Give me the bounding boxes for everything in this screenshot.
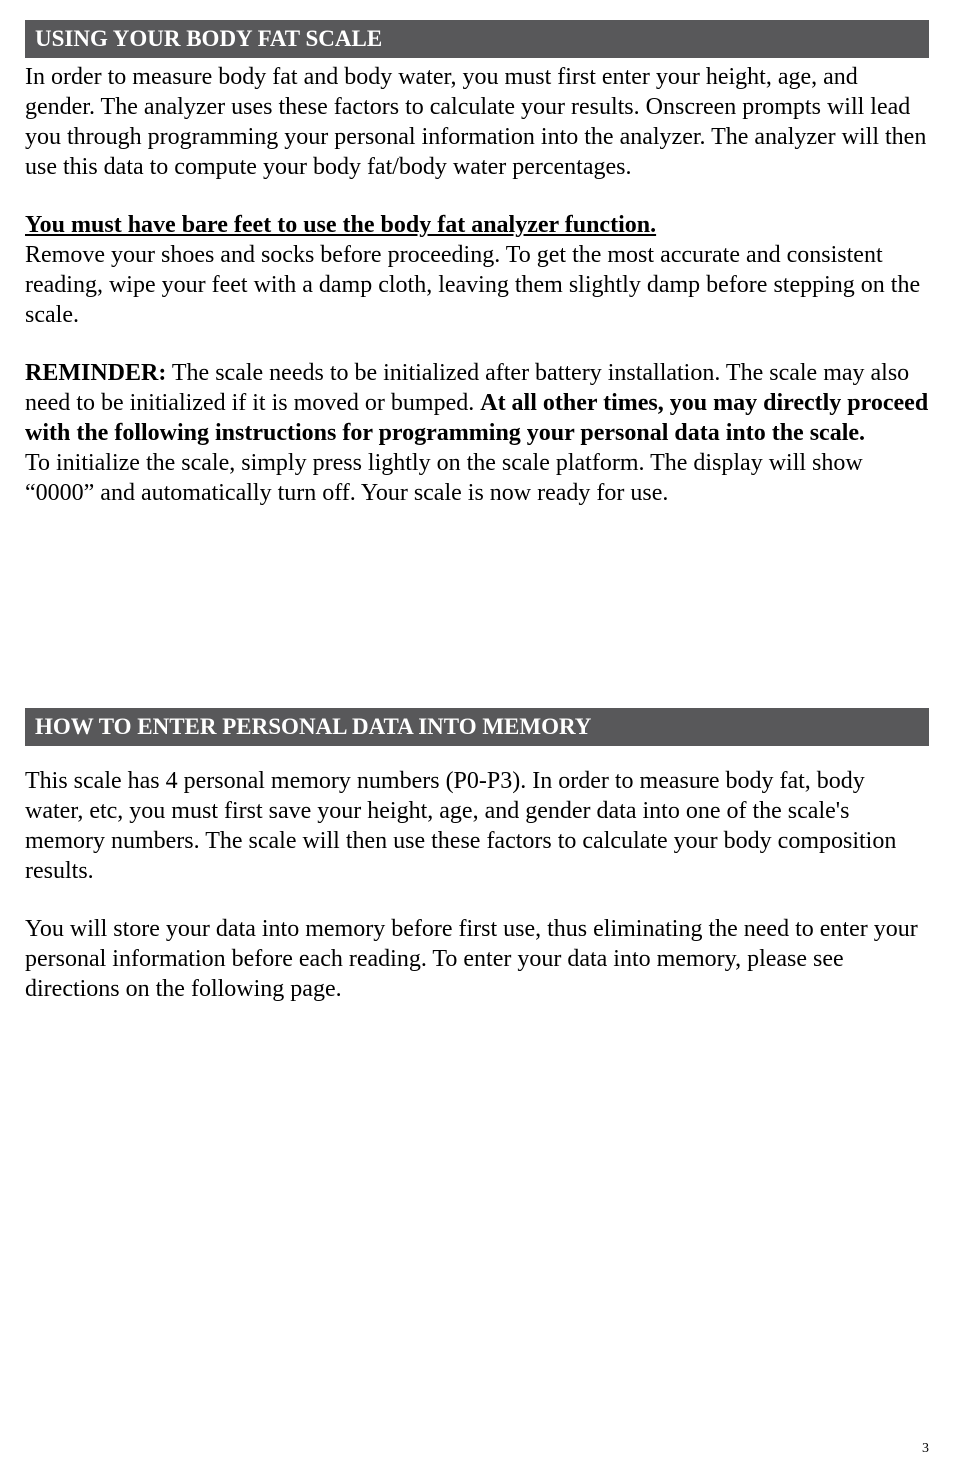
- intro-paragraph: In order to measure body fat and body wa…: [25, 62, 929, 182]
- reminder-paragraph: REMINDER: The scale needs to be initiali…: [25, 358, 929, 448]
- section-header-2: HOW TO ENTER PERSONAL DATA INTO MEMORY: [25, 708, 929, 746]
- memory-intro-paragraph: This scale has 4 personal memory numbers…: [25, 766, 929, 886]
- section-header-1: USING YOUR BODY FAT SCALE: [25, 20, 929, 58]
- section-enter-personal-data: HOW TO ENTER PERSONAL DATA INTO MEMORY T…: [25, 708, 929, 1004]
- bare-feet-paragraph: You must have bare feet to use the body …: [25, 210, 929, 330]
- page-number: 3: [922, 1441, 929, 1457]
- initialize-paragraph: To initialize the scale, simply press li…: [25, 448, 929, 508]
- bare-feet-heading: You must have bare feet to use the body …: [25, 212, 656, 238]
- bare-feet-text: Remove your shoes and socks before proce…: [25, 242, 920, 328]
- memory-store-paragraph: You will store your data into memory bef…: [25, 914, 929, 1004]
- reminder-label: REMINDER:: [25, 360, 166, 386]
- section-using-body-fat-scale: USING YOUR BODY FAT SCALE In order to me…: [25, 20, 929, 508]
